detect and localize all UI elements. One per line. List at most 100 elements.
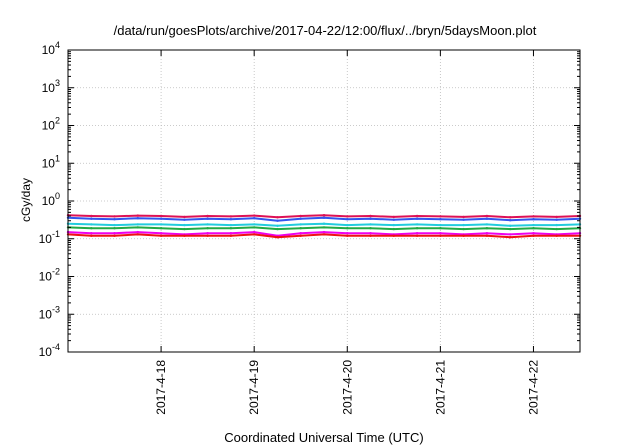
series-6-point <box>532 234 535 237</box>
series-2-point <box>369 217 372 220</box>
series-3-point <box>159 223 163 226</box>
series-4-point <box>509 227 512 231</box>
y-tick-exponent: -2 <box>52 267 60 277</box>
x-tick-label: 2017-4-19 <box>247 360 261 415</box>
series-6-point <box>509 236 512 239</box>
series-4-point <box>369 227 372 230</box>
series-6-point <box>462 234 465 237</box>
series-1-point <box>229 215 233 218</box>
series-2-point <box>462 218 465 221</box>
series-2-point <box>415 217 419 220</box>
series-6-point <box>136 233 139 236</box>
y-tick-exponent: -4 <box>52 342 60 352</box>
y-axis-label: cGy/day <box>19 178 33 222</box>
series-6-point <box>183 234 186 237</box>
y-tick-label: 10-4 <box>39 342 60 359</box>
y-tick-label: 104 <box>42 40 60 57</box>
series-3-point <box>113 223 116 227</box>
series-4-point <box>346 227 349 230</box>
y-tick-base: 10 <box>39 232 53 246</box>
y-tick-exponent: 4 <box>55 40 60 50</box>
series-1-point <box>90 214 93 218</box>
series-2-point <box>299 217 302 220</box>
series-2-point <box>322 216 326 219</box>
series-4-point <box>229 227 233 230</box>
series-2-point <box>509 219 512 222</box>
series-1-point <box>183 215 186 219</box>
series-2-point <box>276 219 279 222</box>
series-5-point <box>346 232 349 235</box>
y-tick-base: 10 <box>42 81 56 95</box>
series-4-point <box>90 227 93 230</box>
series-5-point <box>322 230 326 234</box>
y-tick-base: 10 <box>42 119 56 133</box>
series-4-point <box>439 227 442 230</box>
series-2-point <box>346 218 349 221</box>
series-1-point <box>322 214 326 217</box>
series-3-point <box>229 223 233 227</box>
series-1-point <box>392 215 395 219</box>
plot-series <box>66 214 582 239</box>
series-1-point <box>485 214 489 218</box>
y-tick-label: 10-3 <box>39 304 60 321</box>
series-5-point <box>485 232 489 235</box>
series-4-point <box>136 226 139 229</box>
series-1-point <box>532 215 535 218</box>
series-5-point <box>159 232 163 235</box>
series-1-point <box>369 214 372 218</box>
y-tick-base: 10 <box>39 345 53 359</box>
y-tick-exponent: 3 <box>55 78 60 88</box>
y-tick-exponent: 0 <box>55 191 60 201</box>
series-3-point <box>183 223 186 227</box>
series-3-point <box>415 223 419 226</box>
series-6-point <box>159 234 163 237</box>
series-4-point <box>532 227 535 230</box>
series-5-point <box>206 232 209 235</box>
series-4-point <box>462 227 465 231</box>
series-3-point <box>136 223 139 226</box>
series-1-point <box>276 216 279 219</box>
series-2-point <box>392 218 395 221</box>
y-tick-label: 103 <box>42 78 60 95</box>
y-tick-base: 10 <box>39 307 53 321</box>
y-tick-label: 10-1 <box>39 229 60 246</box>
series-3-point <box>532 223 535 227</box>
grid <box>68 50 580 352</box>
series-3-point <box>462 223 465 227</box>
y-tick-exponent: 1 <box>55 153 60 163</box>
x-axis-label: Coordinated Universal Time (UTC) <box>224 430 423 445</box>
series-6-point <box>276 236 279 239</box>
series-5-point <box>439 232 442 235</box>
series-3-point <box>346 223 349 227</box>
series-1-point <box>206 214 209 218</box>
series-1-point <box>136 214 139 217</box>
series-2-point <box>183 218 186 221</box>
series-2-point <box>136 217 139 220</box>
series-4-point <box>276 227 279 231</box>
series-4-point <box>322 226 326 229</box>
series-3-point <box>206 223 209 226</box>
series-5-point <box>509 233 512 236</box>
series-1-point <box>415 214 419 218</box>
series-5-point <box>113 232 116 235</box>
series-2-point <box>206 217 209 220</box>
y-tick-base: 10 <box>42 43 56 57</box>
series-1-point <box>509 216 512 219</box>
series-2-point <box>90 217 93 220</box>
series-3-point <box>392 223 395 227</box>
series-6-point <box>439 234 442 237</box>
series-6-point <box>555 234 558 237</box>
series-5-point <box>415 232 419 235</box>
series-4-point <box>253 226 256 229</box>
series-5-point <box>369 232 372 235</box>
series-3-point <box>485 223 489 226</box>
y-tick-base: 10 <box>42 156 56 170</box>
series-4-point <box>206 227 209 230</box>
series-5-point <box>253 230 256 234</box>
series-4-point <box>299 227 302 230</box>
x-tick-label: 2017-4-21 <box>433 360 447 415</box>
series-4-point <box>485 227 489 230</box>
series-1-point <box>346 215 349 218</box>
y-tick-exponent: -1 <box>52 229 60 239</box>
